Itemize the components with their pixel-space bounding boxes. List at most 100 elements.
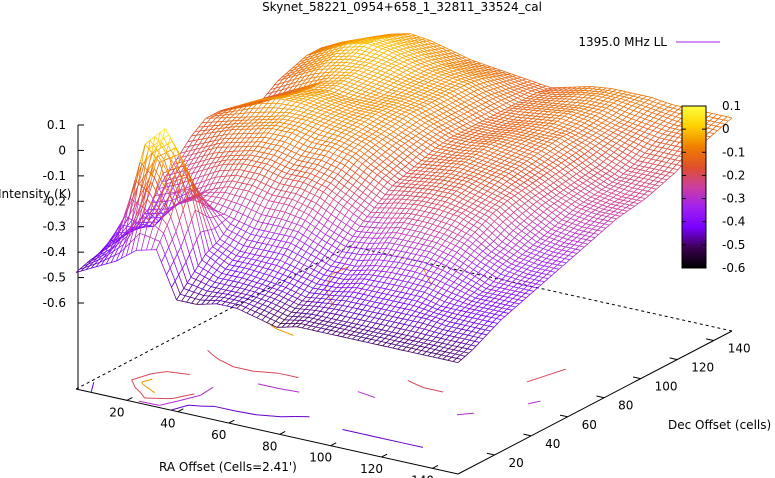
mesh-segment [459,149,465,151]
mesh-segment [578,105,583,109]
mesh-segment [656,159,662,162]
mesh-segment [421,54,427,58]
mesh-segment [388,52,393,56]
mesh-segment [654,119,659,123]
mesh-segment [421,124,427,129]
mesh-segment [615,95,620,98]
contour-segment [233,366,254,372]
mesh-segment [293,85,298,91]
mesh-segment [616,98,621,101]
mesh-segment [375,81,381,85]
mesh-segment [620,189,625,193]
mesh-segment [642,157,647,163]
mesh-segment [579,99,585,101]
mesh-segment [495,143,500,147]
mesh-segment [439,87,444,90]
mesh-segment [348,55,353,60]
z-tick-label: -0.5 [43,271,66,285]
mesh-segment [590,101,596,106]
mesh-segment [572,173,577,177]
mesh-segment [556,129,561,132]
mesh-segment [579,149,585,155]
mesh-segment [563,151,568,156]
mesh-segment [642,95,647,100]
mesh-segment [710,121,715,126]
mesh-segment [638,192,645,195]
mesh-segment [402,47,407,50]
mesh-segment [537,118,543,121]
mesh-segment [620,158,625,162]
mesh-segment [586,103,592,106]
mesh-segment [483,67,489,71]
mesh-segment [412,53,419,57]
mesh-segment [451,87,457,90]
mesh-segment [536,124,541,128]
mesh-segment [526,123,531,126]
mesh-segment [636,135,641,140]
mesh-segment [619,106,624,111]
mesh-segment [310,76,316,79]
mesh-segment [520,154,526,157]
mesh-segment [563,187,568,191]
mesh-segment [598,175,603,179]
mesh-segment [574,144,579,148]
mesh-segment [607,112,613,116]
mesh-segment [334,92,340,95]
mesh-segment [427,102,432,105]
mesh-segment [576,173,582,178]
mesh-segment [505,71,511,75]
mesh-segment [570,108,576,111]
mesh-segment [523,163,529,167]
mesh-segment [357,104,363,107]
mesh-segment [565,120,572,123]
mesh-segment [464,147,469,151]
mesh-segment [353,69,359,71]
mesh-segment [616,142,622,147]
mesh-segment [375,92,380,96]
mesh-segment [474,132,480,135]
mesh-segment [353,43,358,48]
mesh-segment [388,101,393,105]
mesh-segment [660,170,665,175]
mesh-segment [509,100,516,105]
mesh-segment [462,81,468,84]
mesh-segment [491,137,497,139]
mesh-segment [501,151,507,155]
mesh-segment [625,193,631,196]
mesh-segment [641,156,647,159]
mesh-segment [610,201,615,205]
mesh-segment [519,165,525,170]
mesh-segment [493,71,499,74]
mesh-segment [393,54,398,58]
mesh-segment [506,153,512,156]
mesh-segment [401,104,408,107]
mesh-segment [406,91,411,95]
mesh-segment [619,93,623,96]
mesh-segment [486,80,491,82]
mesh-segment [513,145,518,150]
y-tick [559,414,568,418]
mesh-segment [317,65,322,70]
contour-segment [278,372,299,379]
mesh-segment [555,137,560,142]
mesh-segment [585,100,590,104]
mesh-segment [350,59,355,64]
x-tick [177,408,184,413]
mesh-segment [623,103,628,108]
mesh-segment [513,133,518,137]
mesh-segment [572,104,578,106]
mesh-segment [708,132,715,134]
mesh-segment [354,70,359,74]
mesh-segment [502,104,509,109]
mesh-segment [585,112,591,115]
mesh-segment [582,116,588,120]
mesh-segment [506,80,512,84]
mesh-segment [523,149,528,153]
mesh-segment [346,88,352,92]
mesh-segment [533,155,540,160]
mesh-segment [608,207,613,211]
mesh-segment [611,88,617,90]
mesh-segment [431,130,437,135]
mesh-segment [306,77,312,83]
mesh-segment [388,67,394,71]
